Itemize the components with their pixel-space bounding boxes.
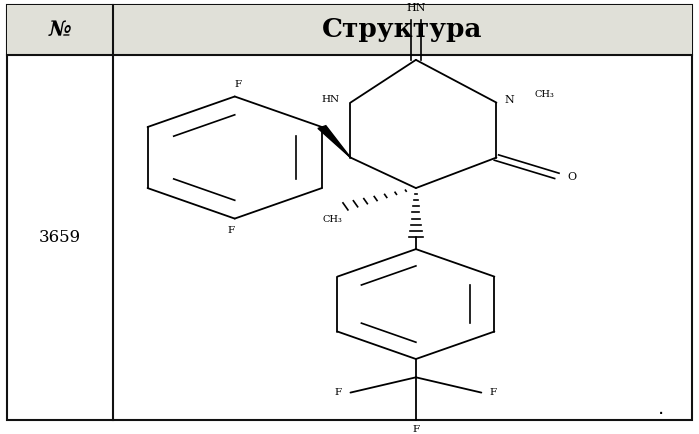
Text: F: F [235,80,242,89]
Bar [7,5,692,55]
Text: HN: HN [406,3,426,13]
Text: №: № [49,20,71,40]
Polygon shape [318,126,350,158]
Text: CH₃: CH₃ [535,90,555,99]
Text: F: F [228,226,235,235]
Text: 3659: 3659 [39,229,81,246]
Text: .: . [658,399,663,418]
Text: O: O [568,172,577,182]
Text: CH₃: CH₃ [323,215,343,224]
Text: F: F [412,425,419,434]
Text: N: N [505,95,514,105]
Text: F: F [490,388,497,397]
Text: F: F [335,388,342,397]
Text: Структура: Структура [322,17,483,42]
Text: HN: HN [322,95,340,104]
